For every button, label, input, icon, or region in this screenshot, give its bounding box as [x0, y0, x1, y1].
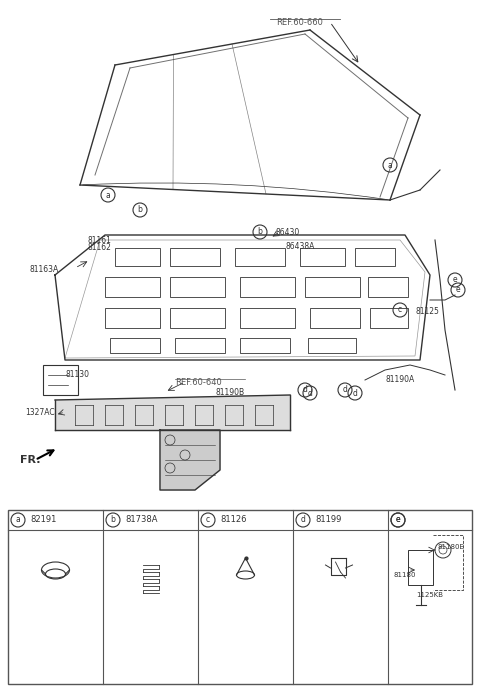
Text: 86430: 86430: [275, 228, 299, 237]
Text: e: e: [396, 516, 400, 525]
Text: REF.60-660: REF.60-660: [276, 18, 324, 27]
Bar: [235, 248, 285, 266]
Text: 81126: 81126: [220, 516, 247, 525]
Text: d: d: [308, 388, 312, 397]
Bar: [170, 248, 220, 266]
Bar: [240, 277, 295, 297]
Bar: [305, 277, 360, 297]
Text: 81125: 81125: [415, 307, 439, 316]
Text: 81190A: 81190A: [385, 375, 414, 384]
Bar: [300, 248, 345, 266]
Bar: [105, 308, 160, 328]
Bar: [43, 365, 78, 395]
Text: b: b: [258, 228, 263, 237]
Text: 81163A: 81163A: [30, 265, 59, 274]
Text: 81199: 81199: [315, 516, 341, 525]
Text: e: e: [396, 516, 400, 525]
Bar: [370, 308, 408, 328]
Text: c: c: [206, 516, 210, 525]
Bar: [240, 308, 295, 328]
Text: 86438A: 86438A: [285, 242, 314, 251]
Text: d: d: [302, 385, 307, 394]
Bar: [240, 338, 290, 353]
Bar: [170, 277, 225, 297]
Bar: [115, 248, 160, 266]
Text: 81130: 81130: [65, 370, 89, 379]
Text: REF.60-640: REF.60-640: [175, 378, 222, 387]
Text: 81738A: 81738A: [125, 516, 157, 525]
Bar: [308, 338, 356, 353]
Text: 81180E: 81180E: [438, 544, 465, 550]
Text: 81161: 81161: [88, 236, 112, 245]
Bar: [8, 510, 472, 684]
Text: 81162: 81162: [88, 243, 112, 252]
Text: b: b: [110, 516, 115, 525]
Bar: [110, 338, 160, 353]
Text: d: d: [343, 385, 348, 394]
Text: 81180: 81180: [393, 572, 416, 578]
Text: d: d: [353, 388, 358, 397]
Text: d: d: [300, 516, 305, 525]
Text: a: a: [106, 190, 110, 199]
Text: 1327AC: 1327AC: [25, 408, 55, 417]
Bar: [408, 550, 433, 585]
Text: 81190B: 81190B: [215, 388, 244, 397]
Bar: [175, 338, 225, 353]
Text: FR.: FR.: [20, 455, 40, 465]
Text: e: e: [456, 286, 460, 295]
Bar: [310, 308, 360, 328]
Text: 82191: 82191: [30, 516, 56, 525]
Text: a: a: [16, 516, 20, 525]
Text: e: e: [453, 275, 457, 284]
Bar: [368, 277, 408, 297]
Polygon shape: [55, 395, 290, 430]
Bar: [105, 277, 160, 297]
Text: 1125KB: 1125KB: [416, 592, 443, 598]
Polygon shape: [160, 430, 220, 490]
Bar: [170, 308, 225, 328]
Text: c: c: [398, 305, 402, 314]
Text: a: a: [388, 161, 392, 170]
Bar: [355, 248, 395, 266]
Text: b: b: [138, 206, 143, 215]
